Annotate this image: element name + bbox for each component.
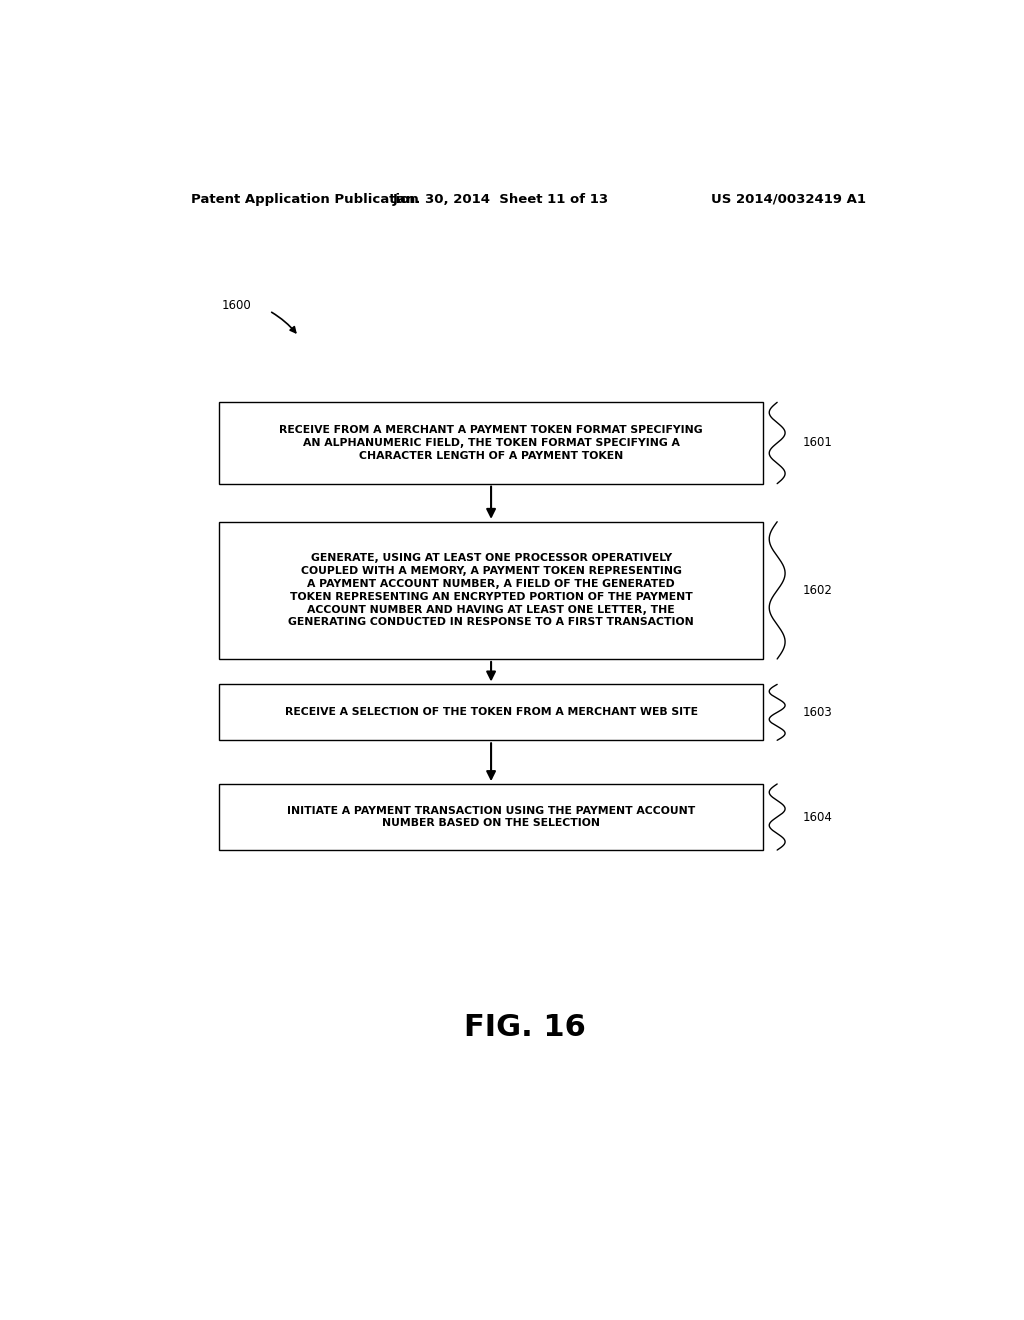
Text: INITIATE A PAYMENT TRANSACTION USING THE PAYMENT ACCOUNT
NUMBER BASED ON THE SEL: INITIATE A PAYMENT TRANSACTION USING THE… xyxy=(287,805,695,829)
Text: GENERATE, USING AT LEAST ONE PROCESSOR OPERATIVELY
COUPLED WITH A MEMORY, A PAYM: GENERATE, USING AT LEAST ONE PROCESSOR O… xyxy=(288,553,694,627)
Text: 1602: 1602 xyxy=(803,583,833,597)
Text: US 2014/0032419 A1: US 2014/0032419 A1 xyxy=(711,193,866,206)
Bar xyxy=(219,684,763,741)
Text: 1601: 1601 xyxy=(803,437,833,450)
Text: Jan. 30, 2014  Sheet 11 of 13: Jan. 30, 2014 Sheet 11 of 13 xyxy=(393,193,609,206)
Bar xyxy=(219,403,763,483)
Text: Patent Application Publication: Patent Application Publication xyxy=(191,193,419,206)
Bar xyxy=(219,784,763,850)
Text: 1600: 1600 xyxy=(221,300,251,313)
Text: 1604: 1604 xyxy=(803,810,833,824)
Text: 1603: 1603 xyxy=(803,706,833,719)
Text: FIG. 16: FIG. 16 xyxy=(464,1012,586,1041)
Text: RECEIVE A SELECTION OF THE TOKEN FROM A MERCHANT WEB SITE: RECEIVE A SELECTION OF THE TOKEN FROM A … xyxy=(285,708,697,717)
Bar xyxy=(219,521,763,659)
Text: RECEIVE FROM A MERCHANT A PAYMENT TOKEN FORMAT SPECIFYING
AN ALPHANUMERIC FIELD,: RECEIVE FROM A MERCHANT A PAYMENT TOKEN … xyxy=(280,425,702,461)
